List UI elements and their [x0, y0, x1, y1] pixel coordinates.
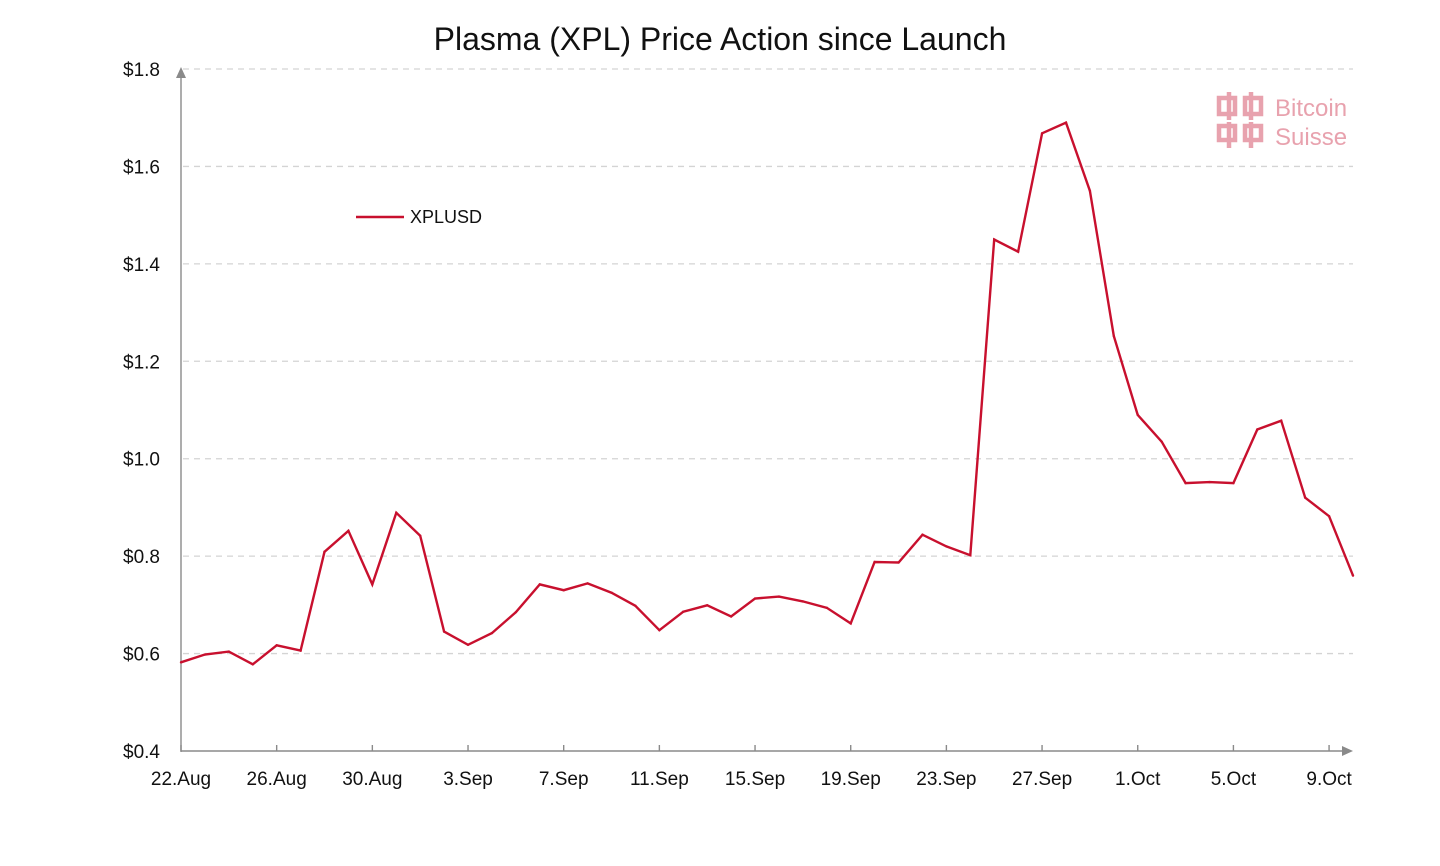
watermark-line2: Suisse	[1275, 124, 1347, 151]
x-tick-label: 23.Sep	[916, 769, 976, 790]
legend-label: XPLUSD	[410, 207, 482, 227]
x-tick-label: 30.Aug	[342, 769, 402, 790]
y-tick-label: $0.8	[123, 547, 160, 568]
data-point	[466, 643, 470, 647]
data-point	[1088, 189, 1092, 192]
y-tick-label: $1.6	[123, 157, 160, 178]
data-point	[706, 604, 709, 607]
x-tick-label: 7.Sep	[539, 769, 589, 790]
data-point	[753, 597, 757, 600]
data-point	[562, 589, 565, 592]
data-point	[969, 553, 972, 557]
data-point	[275, 644, 278, 647]
data-point	[1232, 481, 1235, 485]
data-point	[1303, 496, 1307, 499]
watermark: Bitcoin Suisse	[1216, 92, 1347, 151]
data-point	[179, 661, 183, 664]
bitcoin-suisse-logo-icon	[1216, 92, 1264, 148]
data-point	[1351, 574, 1355, 577]
series-layer	[179, 120, 1355, 666]
axes	[176, 67, 1353, 756]
x-tick-label: 22.Aug	[151, 769, 211, 790]
data-point	[777, 595, 781, 598]
series-line-xplusd	[180, 120, 1355, 666]
data-point	[1112, 334, 1116, 338]
x-tick-label: 15.Sep	[725, 769, 785, 790]
x-tick-label: 1.Oct	[1115, 769, 1161, 790]
data-point	[514, 610, 518, 614]
data-point	[538, 583, 541, 586]
x-axis-arrow-icon	[1342, 746, 1353, 756]
data-point	[825, 606, 828, 609]
data-point	[395, 511, 398, 514]
data-point	[1040, 132, 1044, 135]
data-point	[1160, 440, 1163, 443]
x-tick-label: 3.Sep	[443, 769, 493, 790]
data-point	[945, 545, 948, 548]
data-point	[849, 622, 852, 625]
data-point	[610, 591, 613, 594]
data-point	[1280, 419, 1283, 422]
watermark-line1: Bitcoin	[1275, 95, 1347, 122]
data-point	[227, 650, 231, 653]
x-tick-label: 26.Aug	[247, 769, 307, 790]
y-tick-label: $0.4	[123, 742, 160, 763]
y-axis-tick-labels: $0.4 $0.6 $0.8 $1.0 $1.2 $1.4 $1.6 $1.8	[123, 60, 160, 763]
data-point	[921, 533, 924, 536]
data-point	[418, 534, 422, 537]
data-point	[203, 653, 207, 656]
data-point	[323, 550, 326, 553]
x-tick-label: 27.Sep	[1012, 769, 1072, 790]
grid-lines	[183, 68, 1353, 655]
data-point	[873, 560, 876, 564]
y-tick-label: $0.6	[123, 645, 160, 666]
y-tick-label: $1.0	[123, 450, 160, 471]
y-axis-arrow-icon	[176, 67, 186, 78]
data-point	[993, 238, 996, 241]
data-point	[801, 600, 805, 603]
data-point	[299, 649, 302, 652]
data-point	[634, 604, 637, 608]
data-point	[442, 630, 446, 633]
data-point	[1016, 250, 1020, 253]
x-tick-label: 19.Sep	[821, 769, 881, 790]
data-point	[729, 615, 733, 618]
data-point	[251, 663, 254, 666]
data-point	[897, 561, 900, 564]
data-point	[490, 631, 494, 635]
data-point	[1136, 413, 1139, 417]
data-point	[1208, 480, 1211, 484]
data-point	[1064, 121, 1068, 124]
data-point	[371, 583, 374, 586]
y-tick-label: $1.2	[123, 352, 160, 373]
data-point	[586, 582, 589, 585]
x-tick-label: 9.Oct	[1306, 769, 1352, 790]
y-tick-label: $1.8	[123, 60, 160, 81]
data-point	[1184, 481, 1187, 485]
y-tick-label: $1.4	[123, 255, 160, 276]
data-point	[682, 610, 685, 613]
legend: XPLUSD	[356, 207, 482, 227]
x-axis-tick-labels: 22.Aug 26.Aug 30.Aug 3.Sep 7.Sep 11.Sep 15.Sep…	[151, 769, 1353, 790]
data-point	[1327, 514, 1331, 518]
x-tick-label: 11.Sep	[630, 769, 689, 790]
data-point	[347, 529, 350, 533]
data-point	[1256, 428, 1259, 431]
x-tick-label: 5.Oct	[1211, 769, 1257, 790]
data-point	[658, 628, 661, 632]
x-axis-tick-marks	[180, 745, 1330, 751]
chart-title: Plasma (XPL) Price Action since Launch	[434, 21, 1007, 57]
